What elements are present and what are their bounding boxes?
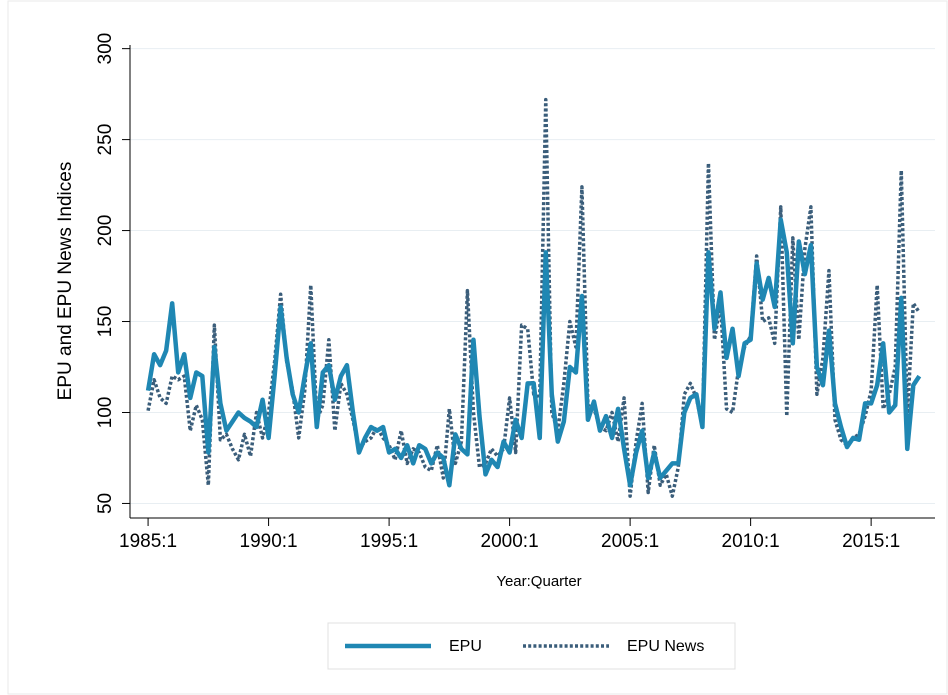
y-tick-label: 300 xyxy=(95,33,116,65)
frame xyxy=(7,0,948,695)
y-tick-label: 100 xyxy=(95,397,116,429)
y-tick-label: 200 xyxy=(95,215,116,247)
series-line xyxy=(145,217,922,488)
x-axis-title: Year:Quarter xyxy=(496,573,581,590)
x-tick-label: 2015:1 xyxy=(842,531,900,552)
x-tick-label: 1995:1 xyxy=(360,531,418,552)
y-tick-label: 50 xyxy=(95,493,116,514)
y-tick-label: 250 xyxy=(95,124,116,156)
x-tick-label: 1990:1 xyxy=(240,531,298,552)
x-tick-label: 2005:1 xyxy=(601,531,659,552)
legend-label: EPU News xyxy=(627,638,704,655)
y-tick-label: 150 xyxy=(95,306,116,338)
y-axis-title: EPU and EPU News Indices xyxy=(55,162,76,401)
legend-label: EPU xyxy=(449,638,482,655)
x-tick-label: 1985:1 xyxy=(119,531,177,552)
x-tick-label: 2000:1 xyxy=(481,531,539,552)
x-tick-label: 2010:1 xyxy=(722,531,780,552)
